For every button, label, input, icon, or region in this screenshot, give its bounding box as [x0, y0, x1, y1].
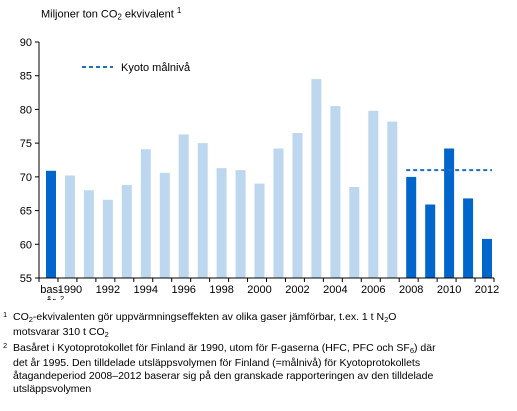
- x-tick-label-1990: 1990: [58, 284, 82, 296]
- bar-1996: [178, 134, 189, 278]
- bar-1998: [216, 168, 227, 278]
- y-axis-title: Miljoner ton CO2 ekvivalent 1: [41, 6, 181, 22]
- bar-2004: [330, 106, 341, 278]
- y-tick-label-90: 90: [20, 37, 32, 49]
- footnote-text: CO: [13, 311, 29, 323]
- footnote-text: åtagandeperiod 2008–2012 baserar sig på …: [13, 370, 434, 383]
- bar-2003: [311, 79, 322, 278]
- footnote-text: ) där: [414, 341, 436, 354]
- y-axis-title-footnote-mark: 1: [176, 6, 182, 15]
- bar-1993: [121, 184, 132, 278]
- bar-2005: [349, 187, 360, 278]
- footnote-1: 1 CO2-ekvivalenten gör uppvärmningseffekt…: [3, 310, 513, 342]
- x-tick-label-1996: 1996: [171, 284, 195, 296]
- y-tick-label-70: 70: [20, 172, 32, 184]
- x-tick-label-2012: 2012: [475, 284, 499, 296]
- footnote-subscript: 2: [104, 330, 109, 340]
- x-tick-label-2004: 2004: [323, 284, 347, 296]
- bar-1997: [197, 143, 208, 278]
- x-tick-label-2006: 2006: [361, 284, 385, 296]
- footnote-subscript: 2: [384, 315, 389, 324]
- x-tick-label-2008: 2008: [399, 284, 423, 296]
- y-tick-label-80: 80: [20, 104, 32, 116]
- footnote-subscript: 2: [28, 315, 33, 324]
- footnote-text: -ekvivalenten gör uppvärmningseffekten a…: [32, 311, 385, 323]
- bar-2009: [425, 204, 436, 278]
- footnote-text: det år 1995. Den tilldelade utsläppsvoly…: [13, 356, 421, 369]
- y-axis-title-unit: ekvivalent: [121, 8, 177, 21]
- footnote-subscript: 6: [409, 345, 415, 355]
- x-tick-label-1992: 1992: [96, 284, 120, 296]
- footnote-text: motsvarar 310 t CO: [13, 326, 105, 339]
- chart-plot: Kyoto målnivå 55 60 65 70 75 80 85 90 bas-år 21990…: [20, 37, 500, 300]
- y-tick-label-75: 75: [20, 138, 32, 150]
- x-tick-label-1998: 1998: [209, 284, 233, 296]
- bar-1991: [83, 190, 94, 278]
- y-tick-label-55: 55: [20, 273, 32, 285]
- bar-2006: [368, 110, 379, 278]
- footnote-text: Basåret i Kyotoprotokollet för Finland ä…: [13, 341, 410, 354]
- y-tick-label-60: 60: [20, 239, 32, 251]
- x-tick-label-2000: 2000: [247, 284, 271, 296]
- bar-1994: [140, 149, 151, 278]
- footnote-mark: 2: [3, 340, 8, 350]
- bar-1990: [65, 175, 75, 278]
- chart: Miljoner ton CO2 ekvivalent 1 Kyoto måln…: [20, 6, 500, 300]
- y-axis-title-text: Miljoner ton CO: [41, 8, 118, 21]
- bar-1999: [235, 170, 246, 278]
- x-tick-label-base-year-line1: bas-: [40, 284, 62, 296]
- bar-2007: [387, 121, 398, 278]
- footnote-text: O: [388, 311, 397, 323]
- bar-2002: [292, 133, 303, 278]
- footnotes: 1 CO2-ekvivalenten gör uppvärmningseffekt…: [3, 310, 513, 397]
- bar-bas-år: [46, 170, 56, 278]
- x-tick-label-2002: 2002: [285, 284, 309, 296]
- bar-2008: [406, 176, 417, 278]
- footnote-mark: 1: [3, 310, 8, 319]
- y-tick-label-85: 85: [20, 71, 32, 83]
- bar-1992: [102, 199, 113, 278]
- y-axis-title-subscript: 2: [117, 12, 122, 22]
- bar-2011: [463, 198, 474, 278]
- bar-2001: [273, 148, 284, 278]
- x-tick-label-1994: 1994: [134, 284, 158, 296]
- x-tick-label-2010: 2010: [437, 284, 461, 296]
- bar-2000: [254, 183, 265, 278]
- footnote-2: 2 Basåret i Kyotoprotokollet för Finland …: [3, 340, 513, 397]
- bar-2010: [444, 148, 455, 278]
- legend-target-label: Kyoto målnivå: [121, 62, 191, 74]
- footnote-text: utsläppsvolymen: [13, 383, 92, 396]
- x-tick-label-base-year-footnote-mark: 2: [60, 294, 64, 300]
- x-tick-label-base-year-line2: år: [46, 296, 56, 300]
- bar-1995: [159, 172, 170, 278]
- y-tick-label-65: 65: [20, 206, 32, 218]
- bar-2012: [482, 238, 492, 278]
